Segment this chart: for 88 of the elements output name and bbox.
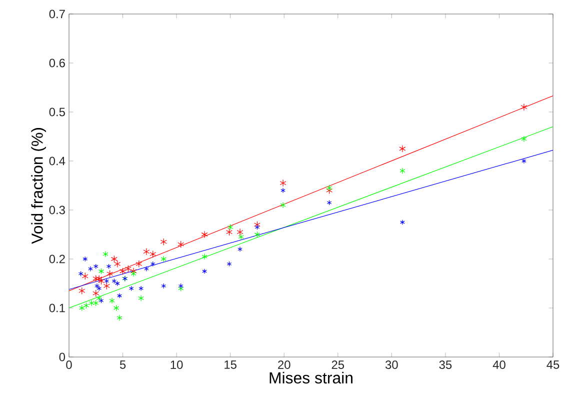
point [226,261,232,267]
x-tick-label: 20 [278,360,290,369]
point [78,287,86,295]
x-tick-label: 35 [439,360,452,369]
point [238,234,244,240]
y-tick-label: 0.3 [49,206,65,214]
point [236,228,244,236]
point [130,268,137,275]
point [124,265,132,272]
y-tick-label: 0.1 [49,304,65,312]
point [400,220,405,225]
point [202,253,208,260]
point [115,280,120,286]
point [160,238,167,246]
point [117,293,122,298]
point [78,271,84,276]
point [88,266,93,272]
point [178,240,184,248]
point [160,256,166,262]
x-tick-label: 25 [332,360,344,369]
point [136,260,142,268]
point [96,274,102,282]
point [93,300,99,306]
point [280,188,286,194]
point [106,264,112,270]
point [520,103,528,111]
point [96,286,102,292]
point [138,286,144,292]
point [399,145,406,152]
point [226,228,232,236]
point [92,274,100,282]
point [326,200,332,206]
point [82,272,88,280]
point [79,304,85,312]
point [326,186,333,194]
y-axis-title: Void fraction (%) [31,128,46,244]
y-tick-label: 0 [59,352,66,362]
point [102,250,108,258]
point [98,298,104,304]
point [120,268,126,275]
point [326,184,332,192]
x-tick-label: 5 [120,360,126,369]
point [130,270,136,277]
point [280,202,286,208]
point [143,248,150,256]
point [238,246,242,252]
point [129,286,134,292]
point [106,270,114,278]
x-tick-label: 10 [170,360,183,369]
point [202,268,207,274]
point [178,283,184,289]
point [144,266,149,272]
point [114,304,120,312]
point [92,290,100,297]
point [109,297,115,304]
y-tick-label: 0.4 [49,156,66,166]
point [83,302,90,309]
y-tick-label: 0.6 [49,58,65,68]
point [104,278,110,284]
x-tick-label: 15 [224,360,236,369]
point [94,264,98,270]
point [112,278,117,284]
point [521,136,527,142]
x-tick-label: 30 [385,360,398,369]
x-axis-title: Mises strain [270,372,352,384]
y-tick-label: 0.2 [49,254,65,264]
point [522,158,526,164]
point [254,224,260,230]
point [94,283,100,289]
point [201,230,208,238]
y-tick-label: 0.7 [49,10,65,18]
point [88,300,94,306]
y-tick-label: 0.5 [49,108,65,116]
point [400,168,406,174]
x-tick-label: 0 [66,360,72,369]
point [280,179,286,187]
point [116,314,122,321]
point [161,283,166,289]
point [138,295,144,302]
point [98,268,104,274]
x-tick-label: 40 [492,360,506,369]
point [150,261,156,267]
x-tick-label: 45 [546,360,560,369]
point [150,250,156,258]
point [96,295,102,302]
point [254,231,260,238]
point [82,256,88,262]
point [228,224,234,230]
